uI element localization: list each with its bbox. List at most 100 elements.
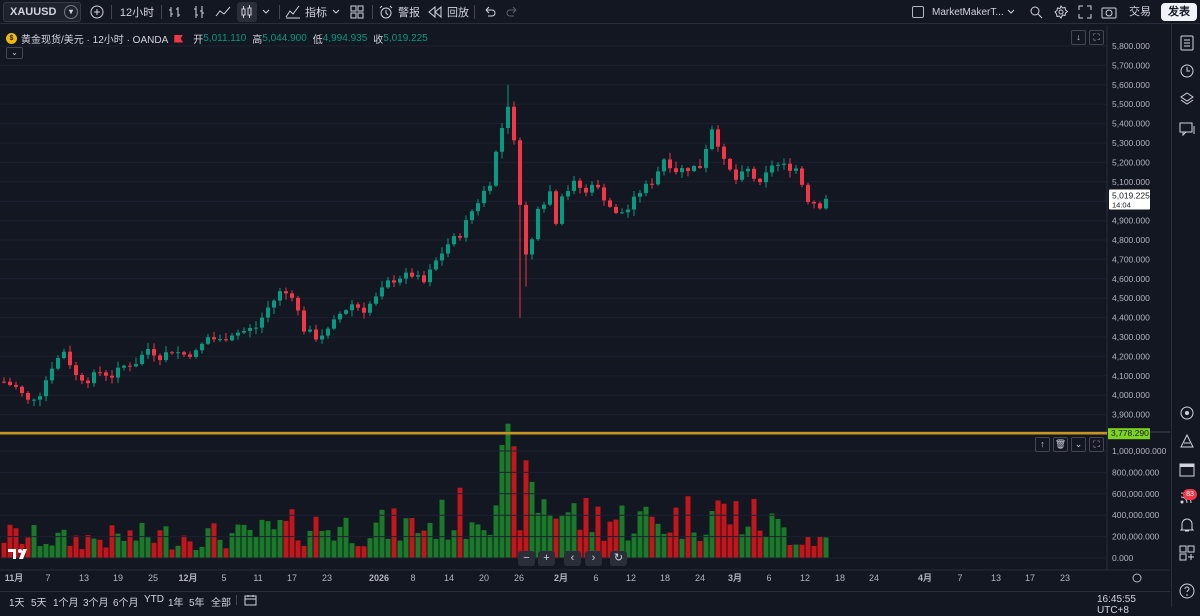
ideas-button[interactable] <box>1176 430 1198 452</box>
candle-body <box>482 190 486 204</box>
fullscreen-icon <box>1078 5 1092 19</box>
alert-button[interactable]: 警报 <box>378 0 420 24</box>
symbol-label: XAUUSD <box>10 6 57 18</box>
volume-bar <box>751 498 757 558</box>
candle-body <box>260 317 264 328</box>
candle-body <box>812 201 816 204</box>
clock-timezone[interactable]: 16:45:55 UTC+8 <box>1097 594 1136 616</box>
volume-bar <box>733 501 739 558</box>
calendar-button[interactable] <box>1176 458 1198 480</box>
volume-bar <box>319 530 325 558</box>
notifications-button[interactable] <box>1176 514 1198 536</box>
quick-search-button[interactable] <box>1027 0 1045 24</box>
candles-style-button[interactable] <box>237 2 257 22</box>
candle-body <box>680 168 684 173</box>
trade-button[interactable]: 交易 <box>1129 6 1151 18</box>
candle-body <box>686 168 690 172</box>
help-button[interactable] <box>1176 580 1198 602</box>
vol-pane-maximize-button[interactable]: ⛶ <box>1089 437 1104 452</box>
apps-button[interactable] <box>1176 542 1198 564</box>
candle-body <box>596 184 600 188</box>
symbol-options-icon[interactable]: ▾ <box>64 5 78 19</box>
bars-style-button[interactable] <box>166 0 184 24</box>
range-ytd[interactable]: YTD <box>144 594 164 605</box>
replay-button[interactable]: 回放 <box>427 0 469 24</box>
pane-maximize-button[interactable]: ⛶ <box>1089 30 1104 45</box>
volume-bar <box>85 535 91 558</box>
volume-bar <box>811 545 817 558</box>
range-1m[interactable]: 1个月 <box>53 598 79 609</box>
flag-icon[interactable] <box>174 34 184 43</box>
range-5y[interactable]: 5年 <box>189 598 205 609</box>
zoom-out-button[interactable]: − <box>518 551 535 566</box>
volume-bar <box>583 497 589 558</box>
candle-body <box>50 368 54 381</box>
alert-label: 警报 <box>398 7 420 19</box>
bars-alt-button[interactable] <box>190 0 208 24</box>
range-5d[interactable]: 5天 <box>31 598 47 609</box>
candles-icon <box>241 5 252 18</box>
indicators-button[interactable]: 指标 <box>285 0 327 24</box>
volume-bar <box>247 529 253 558</box>
pane-down-button[interactable]: ↓ <box>1071 30 1086 45</box>
range-1d[interactable]: 1天 <box>9 598 25 609</box>
volume-bar <box>709 511 715 558</box>
scroll-left-button[interactable]: ‹ <box>564 551 581 566</box>
collapse-legend-button[interactable]: ⌄ <box>6 47 23 59</box>
candle-body <box>212 337 216 340</box>
layout-dropdown[interactable] <box>1005 0 1017 24</box>
candle-body <box>326 328 330 336</box>
range-3m[interactable]: 3个月 <box>83 598 109 609</box>
axis-settings-icon[interactable] <box>1132 573 1142 583</box>
candle-body <box>68 351 72 366</box>
alerts-panel-button[interactable] <box>1176 60 1198 82</box>
vol-pane-delete-button[interactable]: 🗑 <box>1053 437 1068 452</box>
time-tick-label: 12月 <box>178 573 197 583</box>
snapshot-button[interactable] <box>1100 0 1118 24</box>
candle-body <box>470 211 474 221</box>
redo-button[interactable] <box>504 0 522 24</box>
divider <box>474 5 475 19</box>
layout-checkbox-icon[interactable] <box>912 6 924 18</box>
vol-pane-up-button[interactable]: ↑ <box>1035 437 1050 452</box>
candle-body <box>398 278 402 283</box>
fullscreen-button[interactable] <box>1076 0 1094 24</box>
symbol-search[interactable]: XAUUSD ▾ <box>3 2 81 22</box>
chart-type-dropdown[interactable] <box>260 0 272 24</box>
volume-bar <box>769 513 775 558</box>
range-1y[interactable]: 1年 <box>168 598 184 609</box>
candle-body <box>554 191 558 224</box>
signals-button[interactable] <box>1176 402 1198 424</box>
price-chart[interactable]: 5,800.000 5,700.000 5,600.000 5,500.000 5,40… <box>0 25 1170 591</box>
watchlist-button[interactable] <box>1176 32 1198 54</box>
range-6m[interactable]: 6个月 <box>113 598 139 609</box>
volume-bar <box>787 544 793 558</box>
publish-button[interactable]: 发表 <box>1161 3 1197 21</box>
indicators-dropdown[interactable] <box>330 0 342 24</box>
line-style-button[interactable] <box>213 0 233 24</box>
undo-button[interactable] <box>480 0 498 24</box>
tradingview-logo[interactable] <box>8 548 30 560</box>
reset-chart-button[interactable]: ↻ <box>610 551 627 566</box>
scroll-right-button[interactable]: › <box>585 551 602 566</box>
object-tree-button[interactable] <box>1176 88 1198 110</box>
chat-button[interactable] <box>1176 118 1198 140</box>
line-price-value: 3,778.290 <box>1111 428 1149 438</box>
vol-pane-collapse-button[interactable]: ⌄ <box>1071 437 1086 452</box>
zoom-in-button[interactable]: + <box>538 551 555 566</box>
rewind-icon <box>428 5 442 19</box>
candle-body <box>320 335 324 340</box>
divider <box>279 5 280 19</box>
candle-body <box>290 293 294 298</box>
volume-bar <box>625 540 631 558</box>
candle-body <box>764 172 768 183</box>
interval-button[interactable]: 12小时 <box>117 0 157 24</box>
volume-tick-label: 800,000.000 <box>1112 467 1160 477</box>
settings-button[interactable] <box>1052 0 1070 24</box>
layouts-button[interactable] <box>348 0 366 24</box>
volume-bar <box>445 539 451 558</box>
add-symbol-button[interactable] <box>89 0 105 24</box>
layout-selector[interactable]: MarketMakerT... <box>912 4 1020 20</box>
goto-date-icon[interactable] <box>244 594 257 606</box>
range-all[interactable]: 全部 <box>211 598 231 609</box>
